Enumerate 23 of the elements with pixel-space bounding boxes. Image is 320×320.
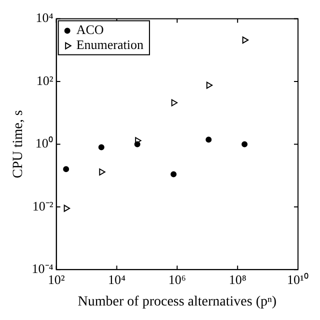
point: [242, 141, 248, 148]
x-axis-title: Number of process alternatives (pⁿ): [78, 294, 277, 310]
point: [134, 141, 140, 148]
point: [99, 168, 106, 176]
y-tick-label: 10⁴: [36, 10, 54, 26]
y-tick-label: 10⁰: [35, 136, 54, 151]
x-tick-label: 10⁸: [228, 272, 247, 287]
x-tick-label: 10⁴: [108, 272, 126, 287]
point: [98, 144, 104, 150]
y-tick-label: 10²: [36, 72, 54, 88]
point: [64, 204, 70, 212]
point: [171, 99, 178, 106]
x-tick-label: 10¹⁰: [287, 272, 309, 287]
point: [206, 82, 213, 89]
y-axis-title: CPU time, s: [11, 110, 26, 178]
legend-label: Enumeration: [76, 37, 144, 52]
point: [206, 136, 212, 143]
point: [63, 166, 70, 172]
y-tick-label: 10⁻²: [32, 198, 54, 214]
legend-label: ACO: [76, 22, 104, 38]
x-tick-label: 10⁶: [168, 272, 186, 287]
point: [170, 171, 177, 178]
point: [242, 36, 249, 44]
